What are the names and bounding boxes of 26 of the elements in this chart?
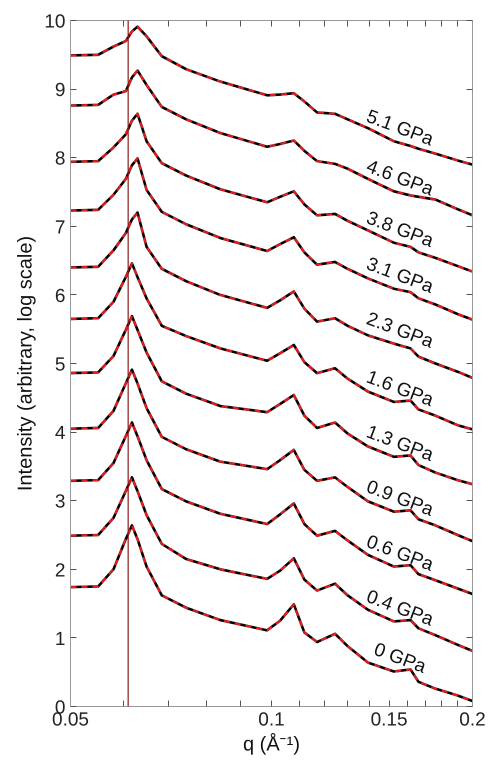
y-tick-label: 4: [54, 423, 66, 444]
y-tick-label: 9: [54, 80, 66, 102]
x-axis-title: q (Å⁻¹): [243, 732, 300, 756]
text: 0.4 GPa: [364, 586, 437, 631]
y-tick-label: 2: [54, 560, 66, 582]
text: 0 GPa: [370, 639, 430, 678]
y-tick-label: 6: [54, 286, 66, 307]
y-tick-label: 5: [54, 354, 66, 376]
y-tick-label: 7: [54, 217, 66, 238]
x-tick-label: 0.1: [258, 710, 285, 730]
text: 0.6 GPa: [364, 531, 437, 576]
text: 0.9 GPa: [364, 476, 437, 521]
text: 4.6 GPa: [364, 156, 437, 201]
text: 5.1 GPa: [364, 106, 437, 150]
y-tick-label: 8: [54, 148, 66, 170]
y-tick-label: 3: [54, 492, 66, 513]
y-tick-label: 10: [44, 12, 66, 32]
text: 1.6 GPa: [364, 366, 437, 412]
text: 1.3 GPa: [364, 422, 437, 466]
text: 2.3 GPa: [364, 308, 437, 353]
text: 3.1 GPa: [364, 254, 437, 298]
x-tick-label: 0.2: [459, 710, 486, 730]
x-tick-label: 0.15: [370, 710, 408, 730]
y-tick-label: 1: [54, 628, 66, 650]
text: 3.8 GPa: [364, 208, 437, 252]
y-axis-title: Intensity (arbitrary, log scale): [14, 236, 36, 492]
